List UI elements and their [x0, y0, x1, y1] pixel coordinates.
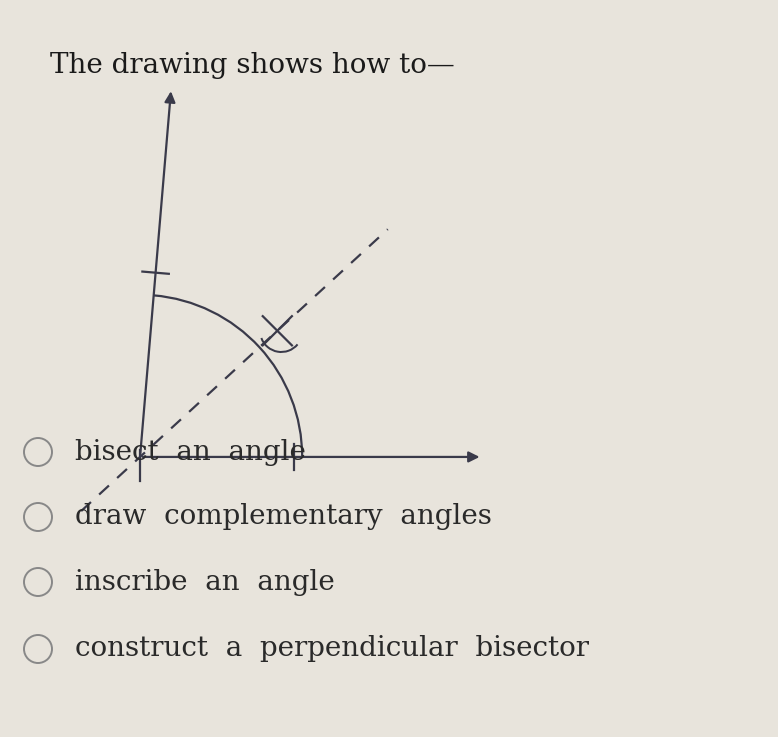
- Text: bisect  an  angle: bisect an angle: [75, 439, 306, 466]
- Text: draw  complementary  angles: draw complementary angles: [75, 503, 492, 531]
- Text: inscribe  an  angle: inscribe an angle: [75, 568, 335, 595]
- Text: The drawing shows how to—: The drawing shows how to—: [50, 52, 455, 79]
- Text: construct  a  perpendicular  bisector: construct a perpendicular bisector: [75, 635, 589, 663]
